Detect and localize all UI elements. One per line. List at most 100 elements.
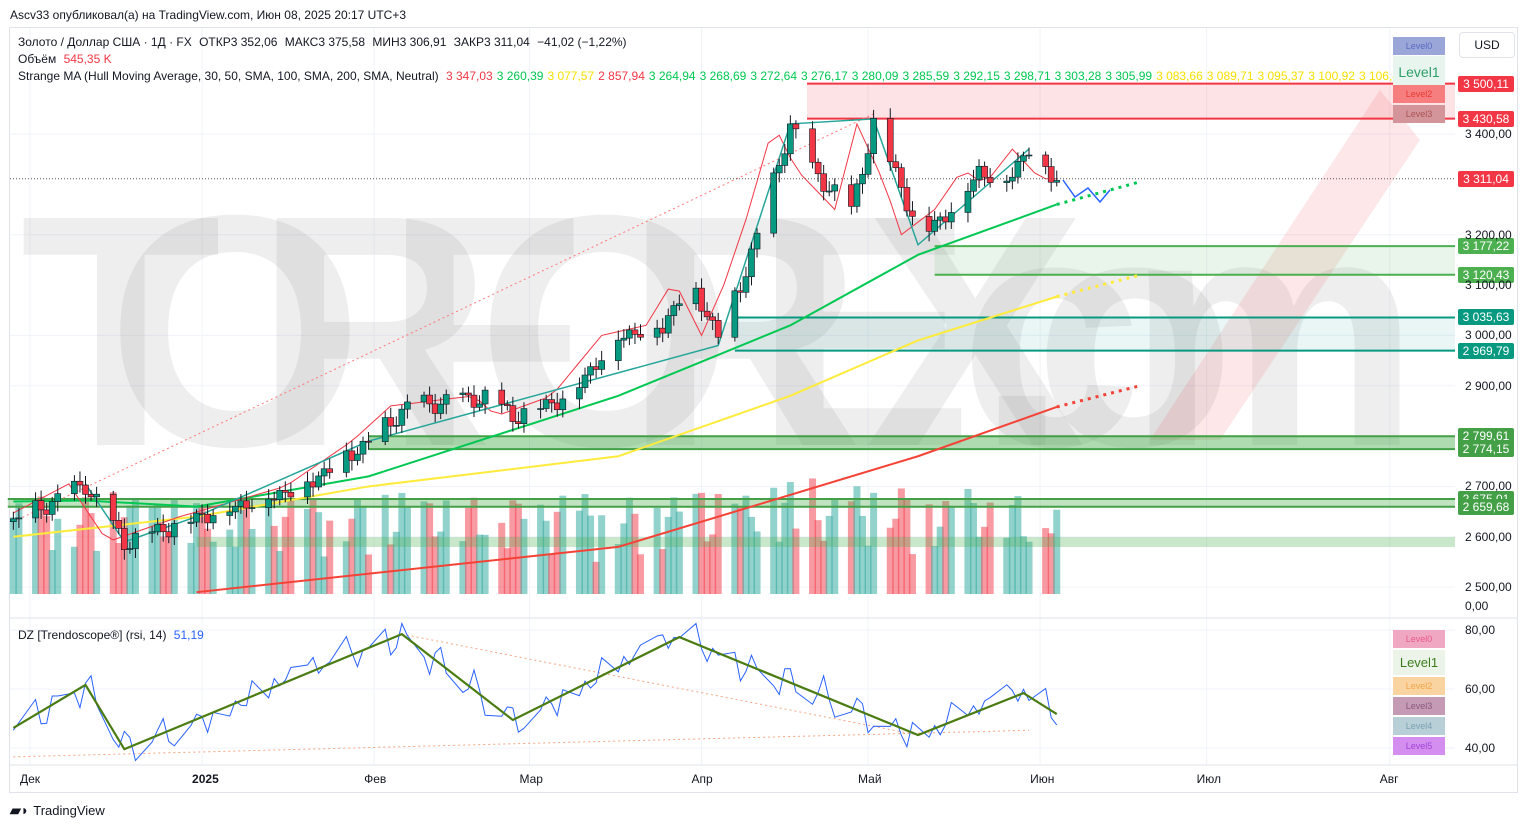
chart-frame	[9, 27, 1518, 793]
candle	[792, 120, 800, 139]
ma-value: 3 280,09	[851, 69, 899, 83]
ma-value: 3 083,66	[1156, 69, 1203, 83]
candle-body	[232, 505, 239, 513]
zigzag-line	[84, 118, 1030, 543]
volume-bar	[320, 556, 328, 594]
candle-body	[32, 500, 39, 519]
candle	[676, 294, 683, 311]
ma-value: 3 264,94	[648, 69, 696, 83]
candle-body	[986, 176, 994, 183]
candle-body	[520, 408, 528, 424]
candle-body	[1003, 180, 1011, 183]
volume-bar	[193, 503, 200, 594]
candle-body	[82, 484, 89, 495]
candle-body	[420, 394, 428, 403]
volume-bar	[381, 494, 389, 594]
candle	[1020, 151, 1027, 172]
current-price-label: 3 311,04	[1458, 170, 1514, 187]
volume-bar	[9, 517, 17, 594]
symbol-legend: Золото / Доллар США · 1Д · FX ОТКР3 352,…	[18, 35, 631, 49]
candle-body	[581, 374, 589, 388]
candle	[404, 394, 411, 419]
candle	[981, 161, 988, 187]
candle-body	[737, 290, 744, 293]
volume-bar	[542, 520, 550, 594]
volume-bar	[897, 488, 905, 594]
candle-body	[71, 480, 78, 494]
volume-bar	[908, 554, 916, 594]
volume-bar	[387, 544, 395, 594]
candle	[631, 322, 639, 344]
candle	[470, 385, 478, 417]
ma-legend: Strange MA (Hull Moving Average, 30, 50,…	[18, 69, 1420, 83]
volume-bar	[265, 497, 273, 594]
currency-button[interactable]: USD	[1459, 32, 1515, 58]
tradingview-logo[interactable]: ▰◗ TradingView	[10, 802, 105, 819]
candle	[742, 266, 750, 298]
candle	[226, 502, 234, 526]
volume-bar	[476, 534, 484, 594]
ma-value: 3 268,69	[699, 69, 747, 83]
candle	[171, 519, 178, 546]
volume-bar	[165, 536, 173, 594]
price-label: 3 177,22	[1458, 238, 1514, 255]
candle-body	[970, 179, 977, 192]
volume-bar	[620, 523, 628, 594]
candle	[426, 386, 433, 413]
volume-bar	[781, 502, 789, 594]
price-tick: 3 200,00	[1465, 227, 1512, 242]
candle	[1025, 147, 1033, 160]
volume-bar	[470, 497, 478, 594]
candle-body	[498, 389, 506, 405]
symbol-name[interactable]: Золото / Доллар США · 1Д · FX	[18, 35, 192, 49]
candle	[193, 509, 200, 528]
candle	[964, 182, 972, 223]
volume-bar	[276, 551, 284, 594]
candle	[864, 143, 872, 178]
ma200-line	[196, 405, 1058, 594]
volume-bar	[936, 526, 944, 594]
volume-bar	[431, 536, 439, 594]
volume-bar	[514, 503, 522, 594]
candle	[831, 178, 839, 202]
price-label: 3 035,63	[1458, 309, 1514, 326]
candle-body	[354, 453, 361, 461]
zone-box	[7, 499, 1455, 507]
volume-bar	[76, 524, 84, 594]
volume-bar	[548, 553, 556, 594]
candle	[664, 308, 672, 339]
rsi-tick: 60,00	[1465, 682, 1496, 696]
candle-body	[387, 417, 395, 427]
candle-body	[481, 389, 489, 405]
zone-box	[807, 83, 1455, 119]
candle	[437, 397, 445, 420]
volume-bar	[809, 478, 817, 594]
candle-body	[587, 366, 594, 376]
volume-bar	[975, 536, 983, 594]
volume-bar	[598, 515, 606, 594]
level-legend-item: Level1	[1393, 56, 1445, 88]
candle	[670, 300, 678, 326]
volume-bar	[592, 561, 600, 594]
volume-bar	[886, 527, 894, 594]
price-label: 2 969,79	[1458, 342, 1514, 359]
candle	[576, 377, 583, 409]
candle	[748, 242, 755, 286]
ma-value: 3 347,03	[446, 69, 493, 83]
volume-bar	[54, 518, 62, 594]
volume-bar	[242, 499, 250, 594]
volume-bar	[675, 511, 683, 594]
candle-body	[459, 392, 467, 395]
volume-bar	[1003, 537, 1011, 594]
volume-bar	[947, 506, 955, 594]
volume-bar	[753, 531, 761, 594]
rsi-legend-label[interactable]: DZ [Trendoscope®] (rsi, 14)	[18, 628, 167, 642]
ma50-line	[13, 203, 1058, 508]
candle-body	[781, 153, 789, 166]
ma-legend-label[interactable]: Strange MA (Hull Moving Average, 30, 50,…	[18, 69, 439, 83]
candle-body	[698, 287, 705, 312]
candle	[947, 202, 955, 229]
price-label: 2 799,61	[1458, 428, 1514, 445]
ma-value: 3 298,71	[1003, 69, 1051, 83]
